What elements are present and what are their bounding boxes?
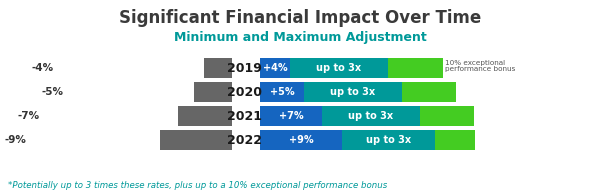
Text: Significant Financial Impact Over Time: Significant Financial Impact Over Time: [119, 9, 481, 27]
Text: 2019: 2019: [227, 61, 262, 74]
Text: -9%: -9%: [4, 135, 26, 145]
Bar: [388, 58, 443, 78]
Bar: [204, 58, 232, 78]
Text: up to 3x: up to 3x: [331, 87, 376, 97]
Text: up to 3x: up to 3x: [366, 135, 411, 145]
Bar: [260, 106, 322, 126]
Bar: [160, 130, 232, 150]
Text: +4%: +4%: [263, 63, 287, 73]
Bar: [290, 58, 388, 78]
Text: +7%: +7%: [278, 111, 304, 121]
Bar: [420, 106, 474, 126]
Text: 2020: 2020: [227, 86, 262, 99]
Text: -7%: -7%: [18, 111, 40, 121]
Text: +9%: +9%: [289, 135, 313, 145]
Text: 10% exceptional
performance bonus: 10% exceptional performance bonus: [445, 60, 515, 73]
Bar: [194, 82, 232, 102]
Bar: [304, 82, 402, 102]
Bar: [178, 106, 232, 126]
Text: up to 3x: up to 3x: [349, 111, 394, 121]
Bar: [260, 58, 290, 78]
Text: *Potentially up to 3 times these rates, plus up to a 10% exceptional performance: *Potentially up to 3 times these rates, …: [8, 180, 387, 190]
Bar: [260, 130, 342, 150]
Text: 2022: 2022: [227, 133, 262, 146]
Bar: [342, 130, 435, 150]
Bar: [402, 82, 456, 102]
Text: +5%: +5%: [269, 87, 295, 97]
Bar: [435, 130, 475, 150]
Text: up to 3x: up to 3x: [316, 63, 362, 73]
Text: 2021: 2021: [227, 109, 262, 122]
Text: Minimum and Maximum Adjustment: Minimum and Maximum Adjustment: [173, 31, 427, 44]
Text: -5%: -5%: [42, 87, 64, 97]
Text: -4%: -4%: [32, 63, 54, 73]
Bar: [260, 82, 304, 102]
Bar: [322, 106, 420, 126]
